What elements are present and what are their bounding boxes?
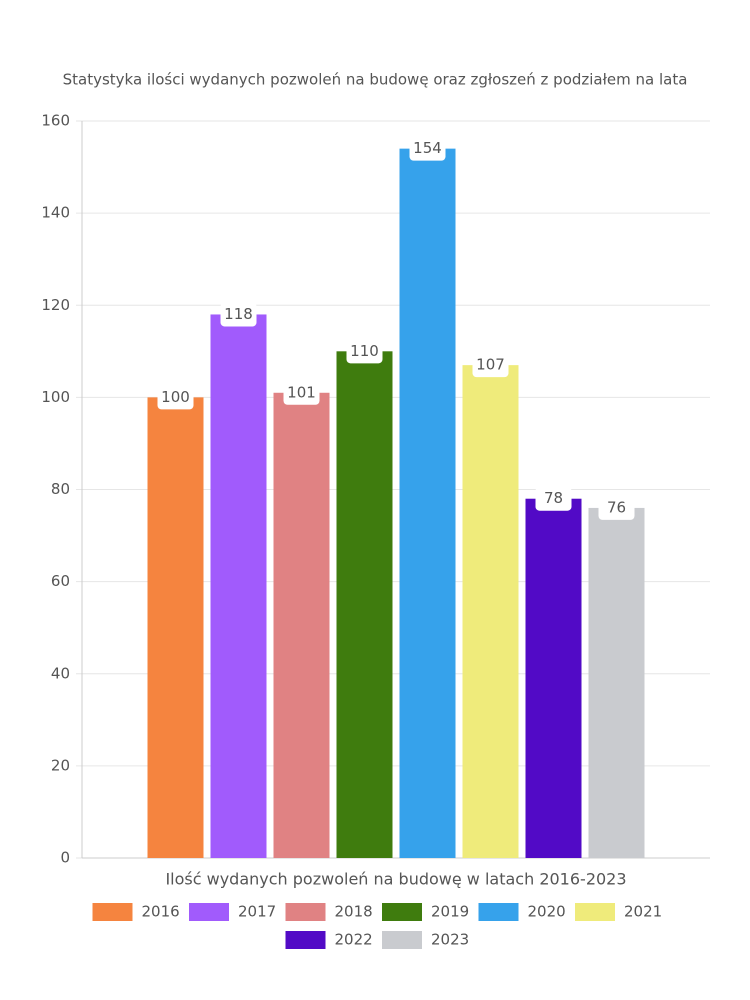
bar [273, 392, 330, 858]
bar [336, 351, 393, 858]
chart-title: Statystyka ilości wydanych pozwoleń na b… [63, 71, 688, 89]
x-tick-label: Ilość wydanych pozwoleń na budowę w lata… [165, 870, 626, 889]
legend-label: 2021 [624, 903, 662, 921]
y-tick-label: 120 [41, 296, 70, 314]
value-label-box [598, 495, 635, 520]
y-tick-label: 100 [41, 388, 70, 406]
legend-label: 2018 [335, 903, 373, 921]
value-label: 118 [224, 305, 253, 323]
legend-swatch [478, 903, 519, 921]
legend-label: 2019 [431, 903, 469, 921]
value-label-box [535, 486, 572, 511]
value-label-box [346, 339, 383, 364]
bar [588, 507, 645, 858]
value-label: 107 [476, 356, 505, 374]
value-label: 78 [544, 489, 563, 507]
legend-swatch [382, 931, 422, 949]
legend-label: 2023 [431, 931, 469, 949]
value-label: 101 [287, 383, 316, 401]
legend-label: 2016 [142, 903, 180, 921]
y-tick-label: 40 [51, 664, 70, 682]
legend-swatch [285, 931, 326, 949]
y-tick-label: 20 [51, 756, 70, 774]
value-label: 76 [607, 498, 626, 516]
value-label: 110 [350, 342, 379, 360]
y-tick-label: 80 [51, 480, 70, 498]
bar [399, 148, 456, 858]
legend-label: 2020 [528, 903, 566, 921]
bar [210, 314, 267, 858]
value-label: 154 [413, 139, 442, 157]
legend-swatch [382, 903, 422, 921]
legend-label: 2022 [335, 931, 373, 949]
y-tick-label: 60 [51, 572, 70, 590]
value-label-box [220, 302, 257, 327]
legend-swatch [285, 903, 326, 921]
bar [147, 397, 204, 858]
legend-swatch [92, 903, 133, 921]
value-label-box [157, 385, 194, 410]
value-label-box [409, 136, 446, 161]
bar [462, 365, 519, 858]
bar [525, 498, 582, 858]
value-label: 100 [161, 388, 190, 406]
legend-swatch [575, 903, 615, 921]
y-tick-label: 160 [41, 112, 70, 130]
value-label-box [283, 380, 320, 405]
legend-swatch [189, 903, 229, 921]
y-tick-label: 140 [41, 204, 70, 222]
value-label-box [472, 353, 509, 378]
legend-label: 2017 [238, 903, 276, 921]
y-tick-label: 0 [60, 849, 70, 867]
